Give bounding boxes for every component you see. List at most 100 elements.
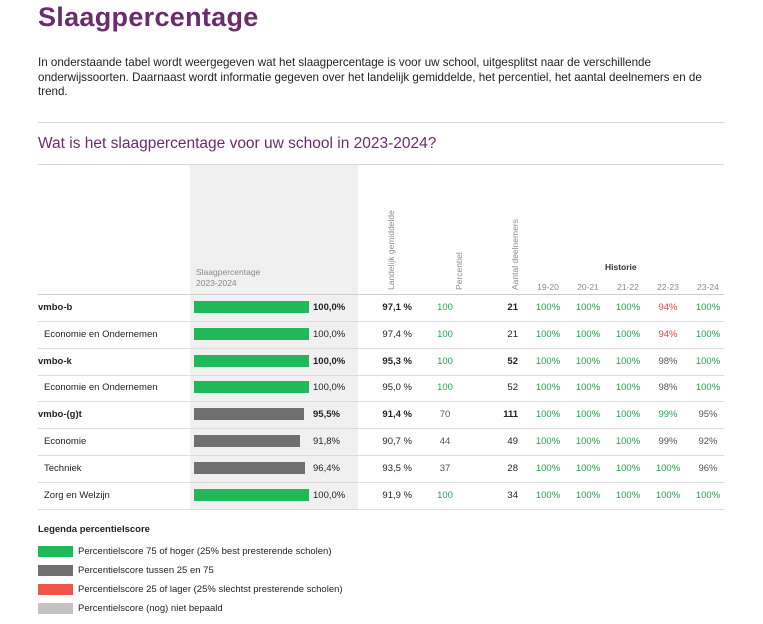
percentiel-value: 37 [439, 462, 451, 474]
landelijk-value: 91,9 % [382, 489, 412, 501]
history-value: 100% [575, 489, 601, 501]
bar-track [194, 488, 309, 501]
legend-label: Percentielscore 25 of lager (25% slechts… [78, 584, 343, 595]
history-value: 100% [615, 302, 641, 313]
history-value: 100% [535, 382, 561, 394]
header-deelnemers: Aantal deelnemers [510, 219, 520, 290]
divider [38, 164, 724, 165]
history-value: 100% [535, 462, 561, 474]
history-value: 100% [615, 355, 641, 367]
row-label: vmbo-b [38, 302, 73, 313]
intro-text: In onderstaande tabel wordt weergegeven … [38, 56, 702, 98]
bar-track [194, 408, 309, 421]
row-divider [38, 508, 724, 510]
header-landelijk: Landelijk gemiddelde [386, 210, 396, 290]
legend-swatch-lightgray [38, 603, 73, 614]
history-value: 100% [535, 302, 561, 313]
percentiel-value: 70 [439, 409, 451, 421]
legend-label: Percentielscore tussen 25 en 75 [78, 565, 214, 576]
slaag-value: 96,4% [313, 462, 340, 474]
history-value: 100% [615, 436, 641, 447]
history-value: 99% [658, 409, 678, 421]
slaag-value: 100,0% [313, 328, 346, 340]
table-row: vmbo-(g)t 95,5% 91,4 % 70 111 100% 100% 100% 99%… [0, 402, 763, 430]
table-row: Economie en Ondernemen 100,0% 95,0 % 100 52 1… [0, 375, 763, 403]
row-label: vmbo-(g)t [38, 409, 82, 421]
header-year: 19-20 [537, 282, 559, 292]
deelnemers-value: 21 [507, 328, 518, 340]
history-value: 100% [535, 489, 561, 501]
slaag-bar [194, 488, 309, 501]
table-row: vmbo-b 100,0% 97,1 % 100 21 100% 100% 100% 94% 10… [0, 295, 763, 322]
history-value: 100% [575, 302, 601, 313]
header-slaag-line1: Slaagpercentage [196, 267, 261, 277]
history-value: 94% [658, 328, 678, 340]
history-value: 100% [655, 489, 681, 501]
bar-track [194, 435, 309, 447]
deelnemers-value: 34 [507, 489, 518, 501]
slaag-value: 100,0% [313, 355, 346, 367]
header-year: 20-21 [577, 282, 599, 292]
deelnemers-value: 21 [507, 302, 518, 313]
slaag-bar [194, 461, 305, 474]
slaag-bar [194, 301, 309, 313]
landelijk-value: 95,3 % [382, 355, 412, 367]
row-divider [38, 481, 724, 483]
row-divider [38, 455, 724, 456]
row-label: Economie en Ondernemen [44, 382, 158, 394]
history-value: 98% [658, 382, 678, 394]
bar-track [194, 301, 309, 313]
history-value: 100% [615, 489, 641, 501]
history-value: 94% [658, 302, 678, 313]
row-label: Economie [44, 436, 87, 447]
slaag-bar [194, 327, 309, 340]
table-row: Zorg en Welzijn 100,0% 91,9 % 100 34 100% 100%… [0, 483, 763, 510]
percentiel-value: 100 [437, 355, 453, 367]
header-year: 22-23 [657, 282, 679, 292]
landelijk-value: 97,1 % [382, 302, 412, 313]
landelijk-value: 91,4 % [382, 409, 412, 421]
slaag-value: 91,8% [313, 436, 340, 447]
history-value: 100% [535, 409, 561, 421]
percentiel-value: 100 [437, 382, 453, 394]
slaag-value: 100,0% [313, 489, 346, 501]
deelnemers-value: 52 [507, 382, 518, 394]
history-value: 100% [695, 328, 721, 340]
percentiel-value: 100 [437, 328, 453, 340]
history-value: 92% [698, 436, 718, 447]
history-value: 100% [615, 462, 641, 474]
landelijk-value: 95,0 % [382, 382, 412, 394]
history-value: 100% [575, 436, 601, 447]
table-row: Techniek 96,4% 93,5 % 37 28 100% 100% 100% 100% 9… [0, 456, 763, 483]
header-historie: Historie [605, 262, 637, 272]
history-value: 100% [535, 328, 561, 340]
row-divider [38, 347, 724, 349]
history-value: 100% [575, 382, 601, 394]
history-value: 100% [695, 355, 721, 367]
deelnemers-value: 28 [507, 462, 518, 474]
header-year: 21-22 [617, 282, 639, 292]
history-value: 98% [658, 355, 678, 367]
row-label: Economie en Ondernemen [44, 328, 158, 340]
history-value: 100% [615, 328, 641, 340]
header-slaagpercentage: Slaagpercentage 2023-2024 [196, 267, 260, 289]
row-label: vmbo-k [38, 355, 72, 367]
history-value: 100% [695, 382, 721, 394]
slaag-value: 95,5% [313, 409, 340, 421]
slaag-value: 100,0% [313, 302, 346, 313]
header-year: 23-24 [697, 282, 719, 292]
history-value: 95% [698, 409, 718, 421]
slaag-bar [194, 408, 304, 421]
bar-track [194, 461, 309, 474]
deelnemers-value: 52 [507, 355, 518, 367]
bar-track [194, 354, 309, 367]
legend-label: Percentielscore (nog) niet bepaald [78, 603, 223, 614]
deelnemers-value: 111 [503, 409, 518, 421]
legend-swatch-gray [38, 565, 73, 576]
legend-label: Percentielscore 75 of hoger (25% best pr… [78, 546, 332, 557]
slaag-bar [194, 354, 309, 367]
row-label: Techniek [44, 462, 82, 474]
row-divider [38, 374, 724, 376]
percentiel-value: 100 [437, 489, 453, 501]
history-value: 100% [575, 355, 601, 367]
